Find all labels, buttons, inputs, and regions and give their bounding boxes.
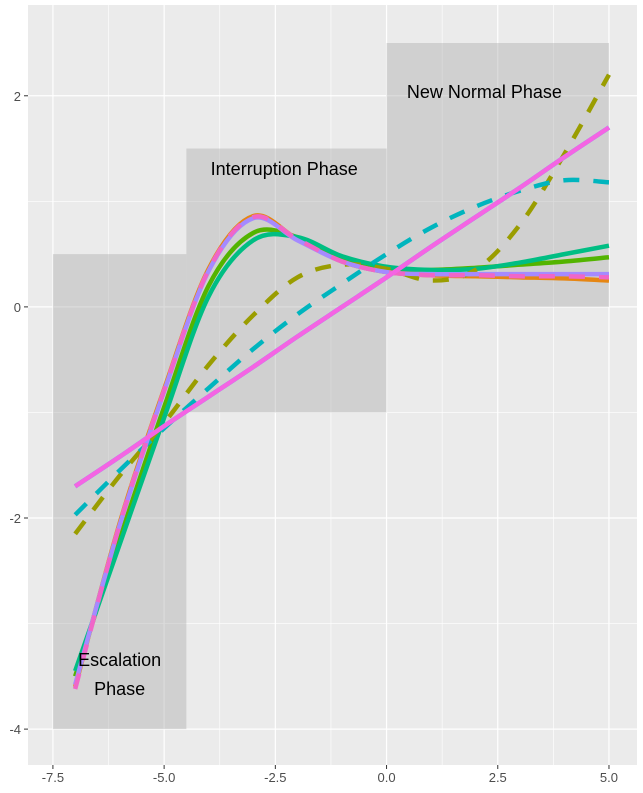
x-tick-label: -5.0 — [153, 770, 175, 785]
phase-label: Phase — [94, 679, 145, 699]
x-tick-label: 0.0 — [378, 770, 396, 785]
y-tick-label: 0 — [14, 300, 21, 315]
phase-label: Escalation — [78, 650, 161, 670]
x-tick-label: -2.5 — [264, 770, 286, 785]
plot-panel — [28, 5, 637, 765]
y-tick-label: 2 — [14, 89, 21, 104]
series-line-pink-dashed — [72, 214, 610, 690]
series-line-pink — [73, 125, 611, 489]
x-tick-label: 5.0 — [600, 770, 618, 785]
phase-region — [52, 254, 187, 730]
x-tick-label: 2.5 — [489, 770, 507, 785]
phase-label: Interruption Phase — [211, 159, 358, 179]
y-tick-label: -2 — [9, 511, 21, 526]
phase-labels: Escalation Phase Interruption Phase New Nor… — [78, 82, 562, 699]
x-tick-label: -7.5 — [42, 770, 64, 785]
axes: -7.5 -5.0 -2.5 0.0 2.5 5.0 -4 -2 0 2 — [9, 89, 618, 785]
y-tick-label: -4 — [9, 722, 21, 737]
series-lines — [72, 73, 611, 690]
phase-label: New Normal Phase — [407, 82, 562, 102]
series-line-green-2 — [73, 231, 610, 672]
